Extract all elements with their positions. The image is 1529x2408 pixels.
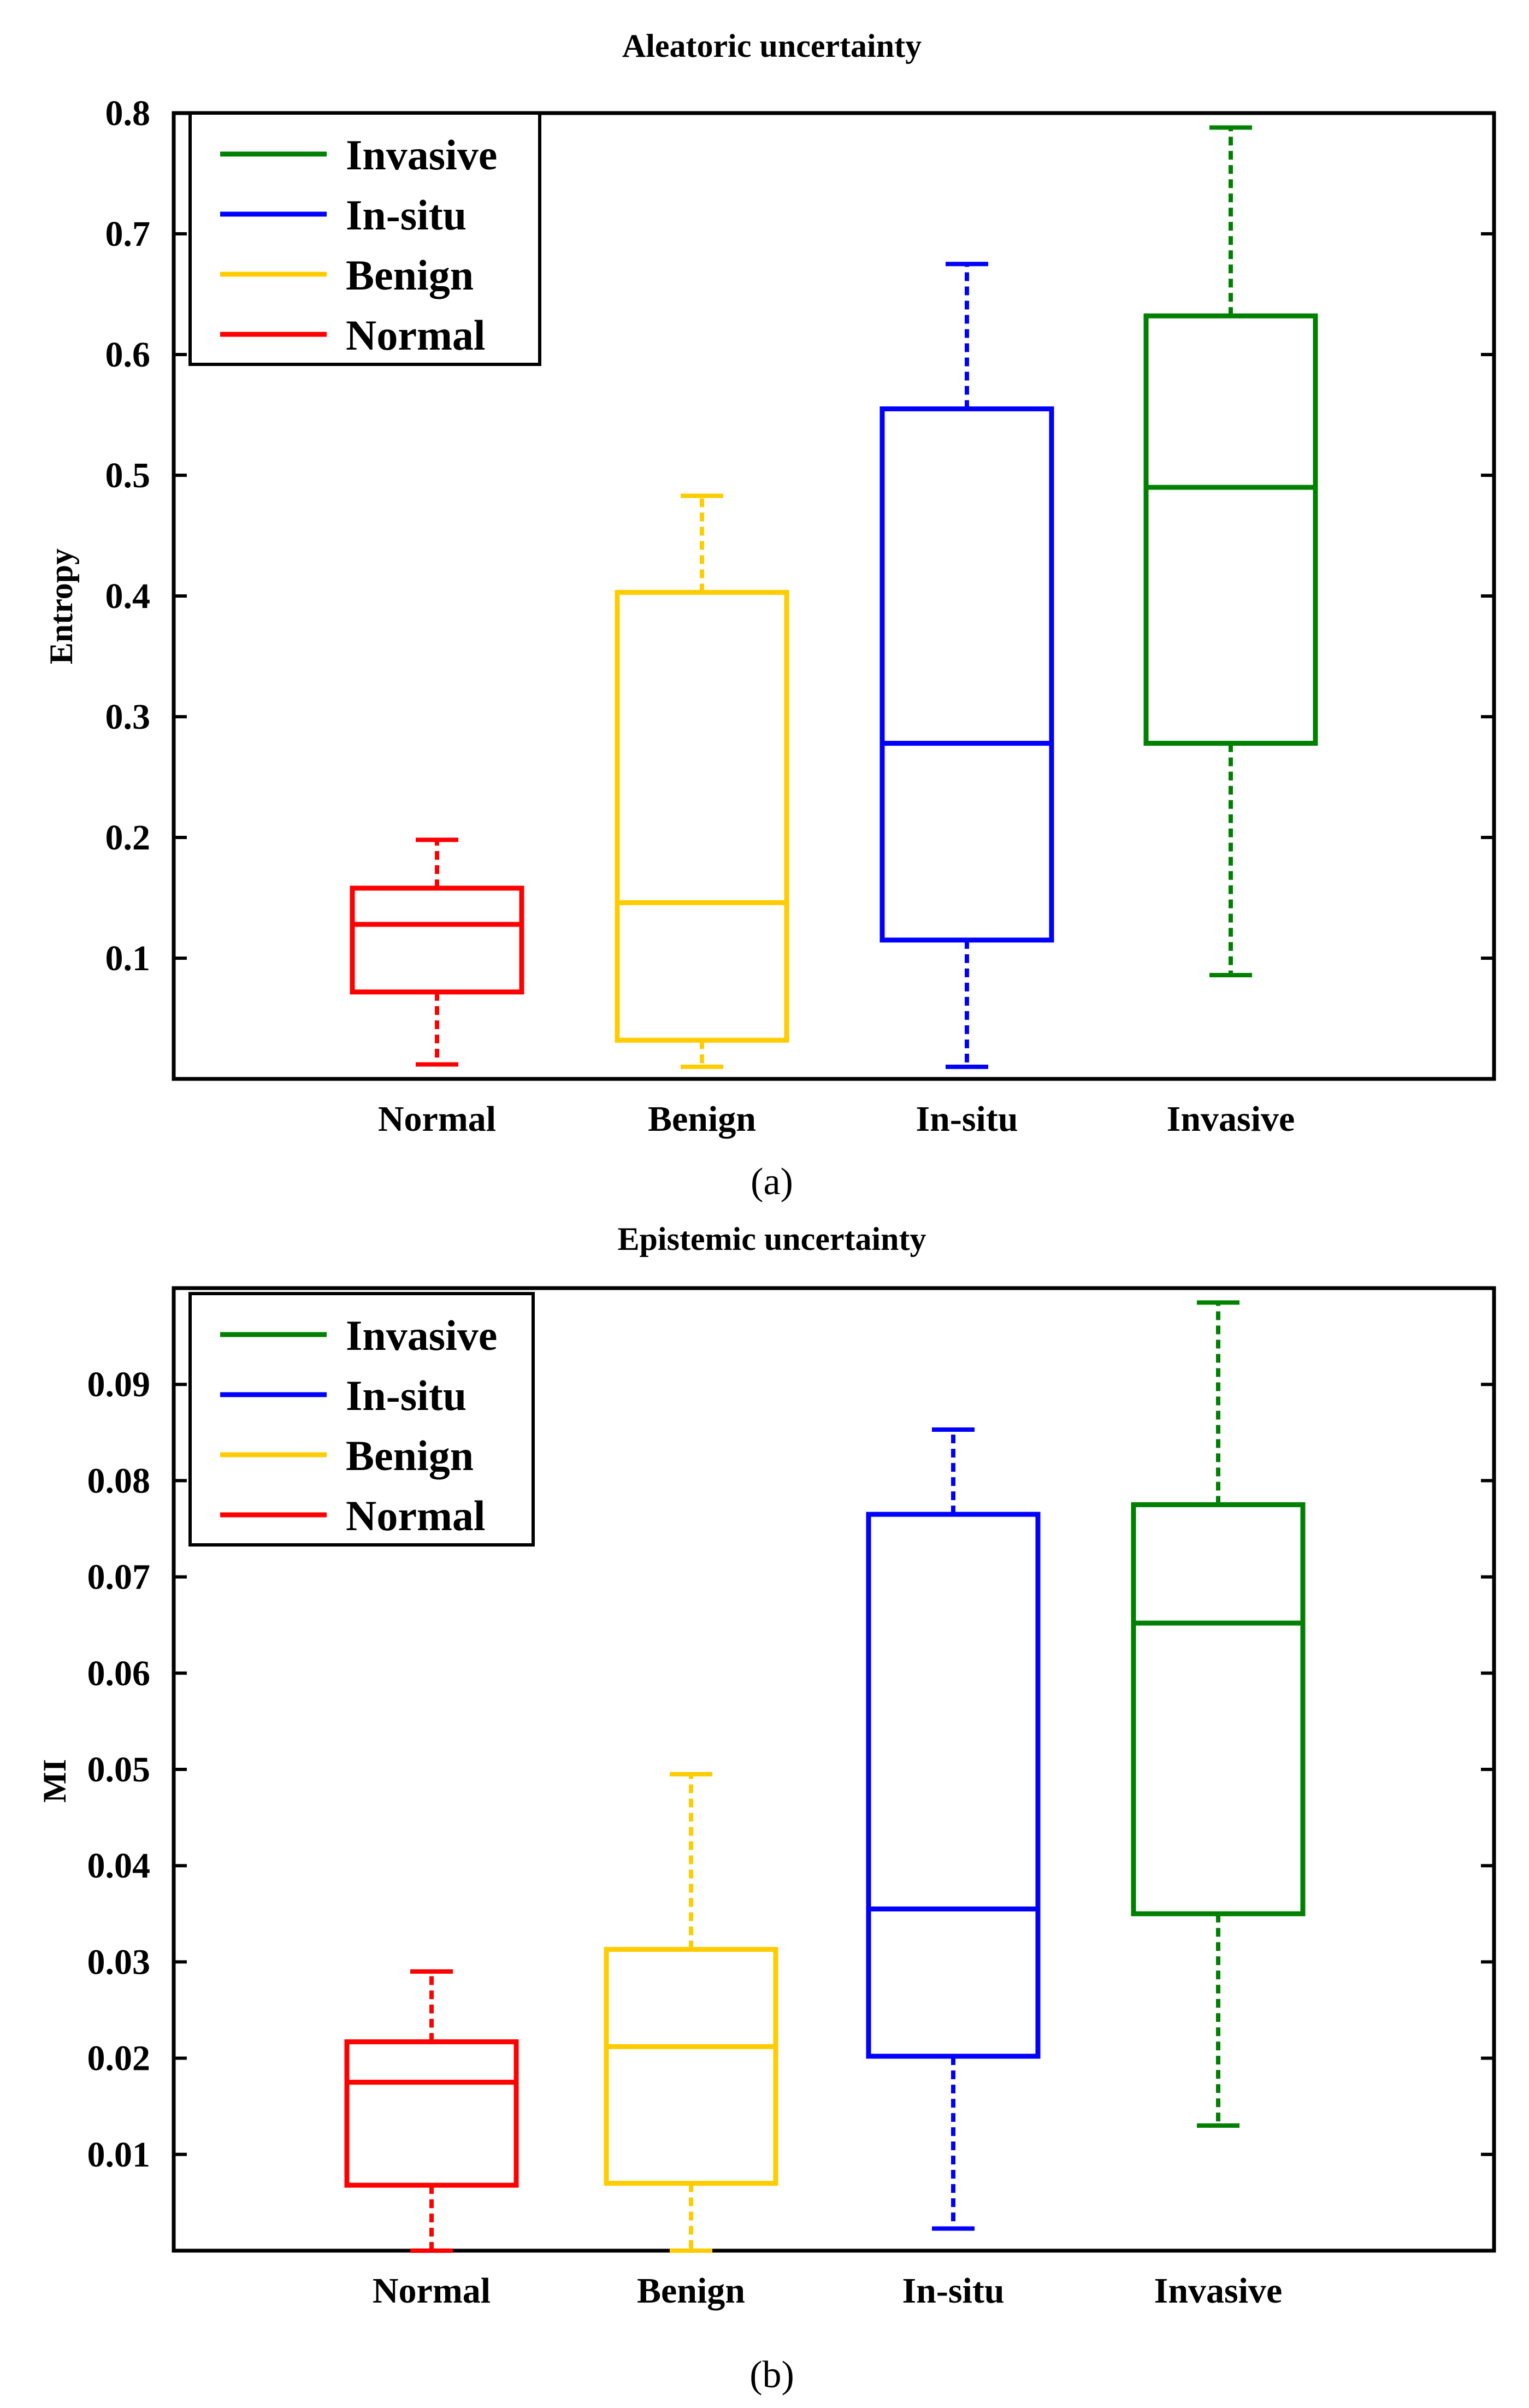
x-tick-label: Benign (648, 1099, 756, 1139)
y-axis-label: Entropy (43, 548, 79, 664)
y-tick-label: 0.07 (87, 1557, 151, 1597)
y-tick-label: 0.03 (87, 1942, 151, 1982)
legend-label: Benign (346, 251, 474, 299)
legend-label: Normal (346, 311, 486, 359)
box-invasive (1143, 125, 1318, 977)
legend-label: Invasive (346, 1312, 497, 1359)
y-axis-label: MI (37, 1759, 73, 1803)
y-tick-label: 0.7 (105, 214, 151, 254)
box-iqr (879, 406, 1054, 943)
y-tick-label: 0.6 (105, 335, 151, 375)
y-tick-label: 0.01 (87, 2135, 151, 2175)
box-iqr (604, 1946, 778, 2186)
box-iqr (866, 1512, 1041, 2059)
x-tick-label: Normal (373, 2271, 491, 2311)
x-tick-label: Benign (637, 2271, 745, 2311)
y-tick-label: 0.4 (105, 576, 151, 616)
y-tick-label: 0.09 (87, 1365, 151, 1404)
y-tick-label: 0.04 (87, 1846, 151, 1886)
panel-caption: (b) (749, 2354, 794, 2396)
x-tick-label: In-situ (916, 1099, 1018, 1139)
y-tick-label: 0.2 (105, 818, 151, 858)
box-benign (615, 493, 789, 1069)
legend: Invasive In-situ Benign Normal (188, 111, 541, 366)
y-tick-label: 0.08 (87, 1461, 151, 1501)
box-iqr (1131, 1502, 1306, 1916)
y-tick-label: 0.05 (87, 1750, 151, 1790)
legend-label: In-situ (346, 191, 467, 239)
x-tick-label: Invasive (1154, 2271, 1283, 2311)
y-tick-label: 0.3 (105, 697, 151, 737)
chart-title: Aleatoric uncertainty (622, 28, 922, 64)
plot-area: 0.1 0.2 0.3 0.4 0.5 0.6 0.7 0.8 Normal Benign In-s… (105, 93, 1496, 1139)
y-tick-label: 0.1 (105, 939, 151, 978)
y-tick-label: 0.02 (87, 2039, 151, 2079)
box-normal (350, 837, 524, 1067)
legend-label: In-situ (346, 1372, 467, 1419)
y-tick-label: 0.5 (105, 456, 151, 495)
y-tick-label: 0.06 (87, 1654, 151, 1693)
box-iqr (344, 2039, 519, 2188)
x-tick-label: Normal (378, 1099, 496, 1139)
legend: Invasive In-situ Benign Normal (188, 1292, 535, 1547)
x-tick-label: In-situ (902, 2271, 1004, 2311)
plot-area: 0.01 0.02 0.03 0.04 0.05 0.06 0.07 0.08 0.09 Norm… (87, 1286, 1496, 2311)
box-iqr (350, 886, 524, 995)
box-invasive (1131, 1300, 1306, 2128)
box-iqr (615, 589, 789, 1043)
legend-label: Benign (346, 1432, 474, 1479)
box-in-situ (879, 262, 1054, 1069)
panel-caption: (a) (751, 1161, 793, 1203)
legend-label: Normal (346, 1492, 486, 1539)
legend-label: Invasive (346, 131, 497, 179)
y-tick-label: 0.8 (105, 93, 151, 133)
chart-title: Epistemic uncertainty (618, 1221, 926, 1257)
x-tick-label: Invasive (1167, 1099, 1295, 1139)
box-benign (604, 1772, 778, 2253)
panel-aleatoric: Aleatoric uncertainty Entropy 0.10.20.30… (43, 28, 1496, 1203)
panel-epistemic: Epistemic uncertainty MI 0.010.020.030.0… (37, 1221, 1496, 2396)
box-normal (344, 1969, 519, 2253)
box-iqr (1143, 313, 1318, 746)
box-in-situ (866, 1427, 1041, 2231)
